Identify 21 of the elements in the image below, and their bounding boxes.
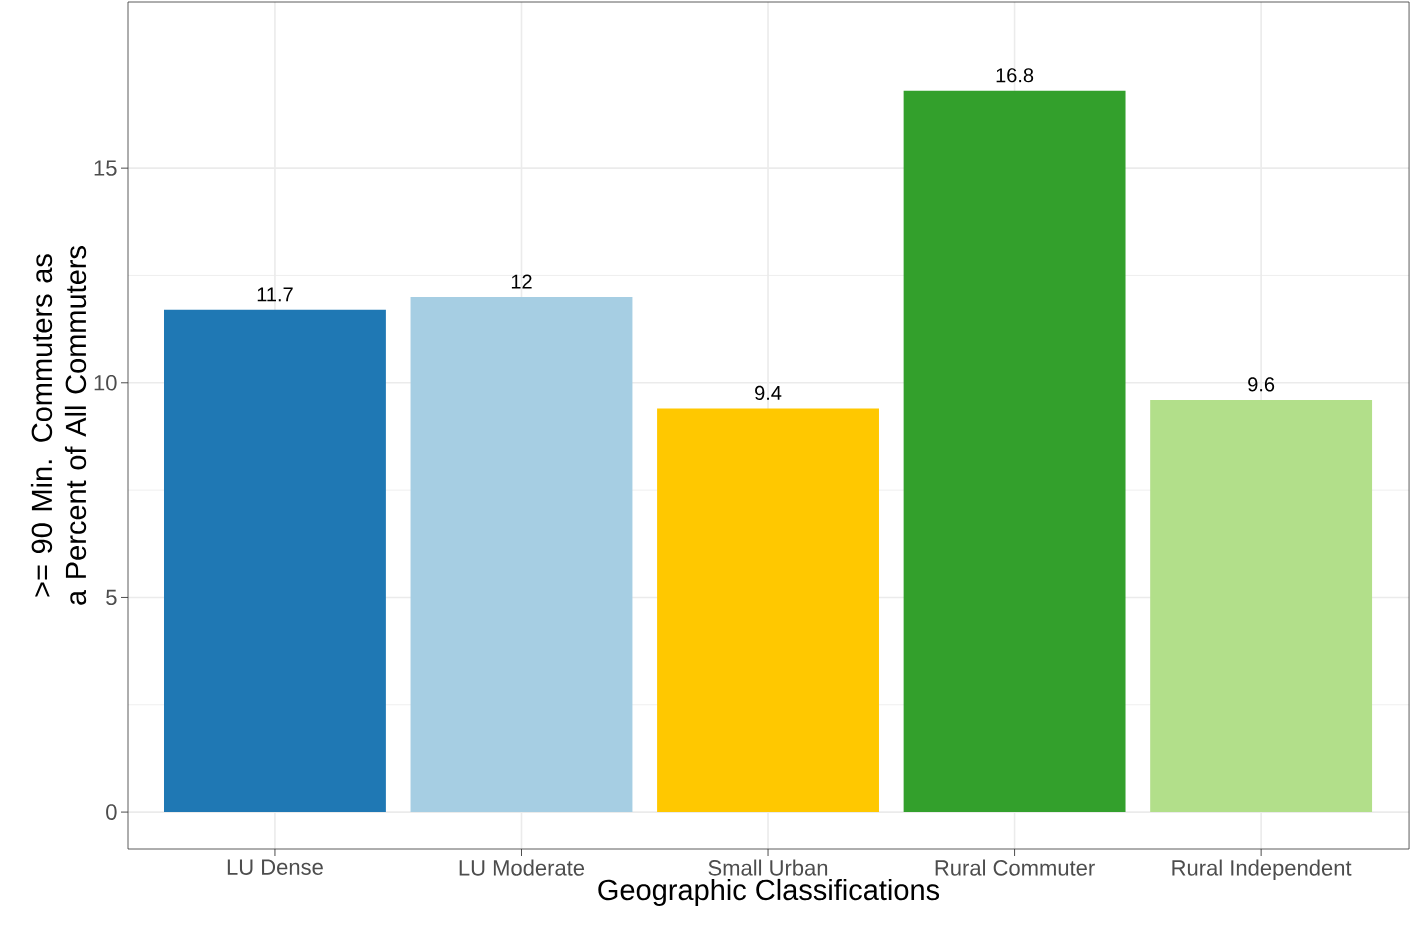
- x-tick-label: Small Urban: [708, 859, 828, 876]
- data-label: 16.8: [996, 68, 1034, 83]
- bar: [1150, 399, 1373, 813]
- data-label: 12: [511, 274, 532, 289]
- x-tick-label: LU Dense: [227, 859, 323, 875]
- x-tick-label: Rural Commuter: [935, 859, 1095, 876]
- bar: [903, 90, 1126, 813]
- y-tick-label: 15: [94, 160, 117, 176]
- y-tick-label: 5: [106, 589, 117, 606]
- bar: [410, 296, 633, 813]
- y-tick-label: 0: [106, 804, 117, 820]
- y-tick-label: 10: [94, 375, 117, 391]
- data-label: 9.6: [1248, 377, 1275, 392]
- data-label: 11.7: [257, 287, 293, 302]
- x-tick-label: Rural Independent: [1172, 859, 1352, 881]
- bar: [657, 408, 879, 813]
- data-label: 9.4: [755, 385, 782, 401]
- x-axis-title: Geographic Classifications: [598, 878, 940, 906]
- y-axis-title: >= 90 Min. Commuters as a Percent of All Commuters: [30, 246, 87, 605]
- x-tick-label: LU Moderate: [459, 859, 585, 876]
- bar: [164, 309, 386, 813]
